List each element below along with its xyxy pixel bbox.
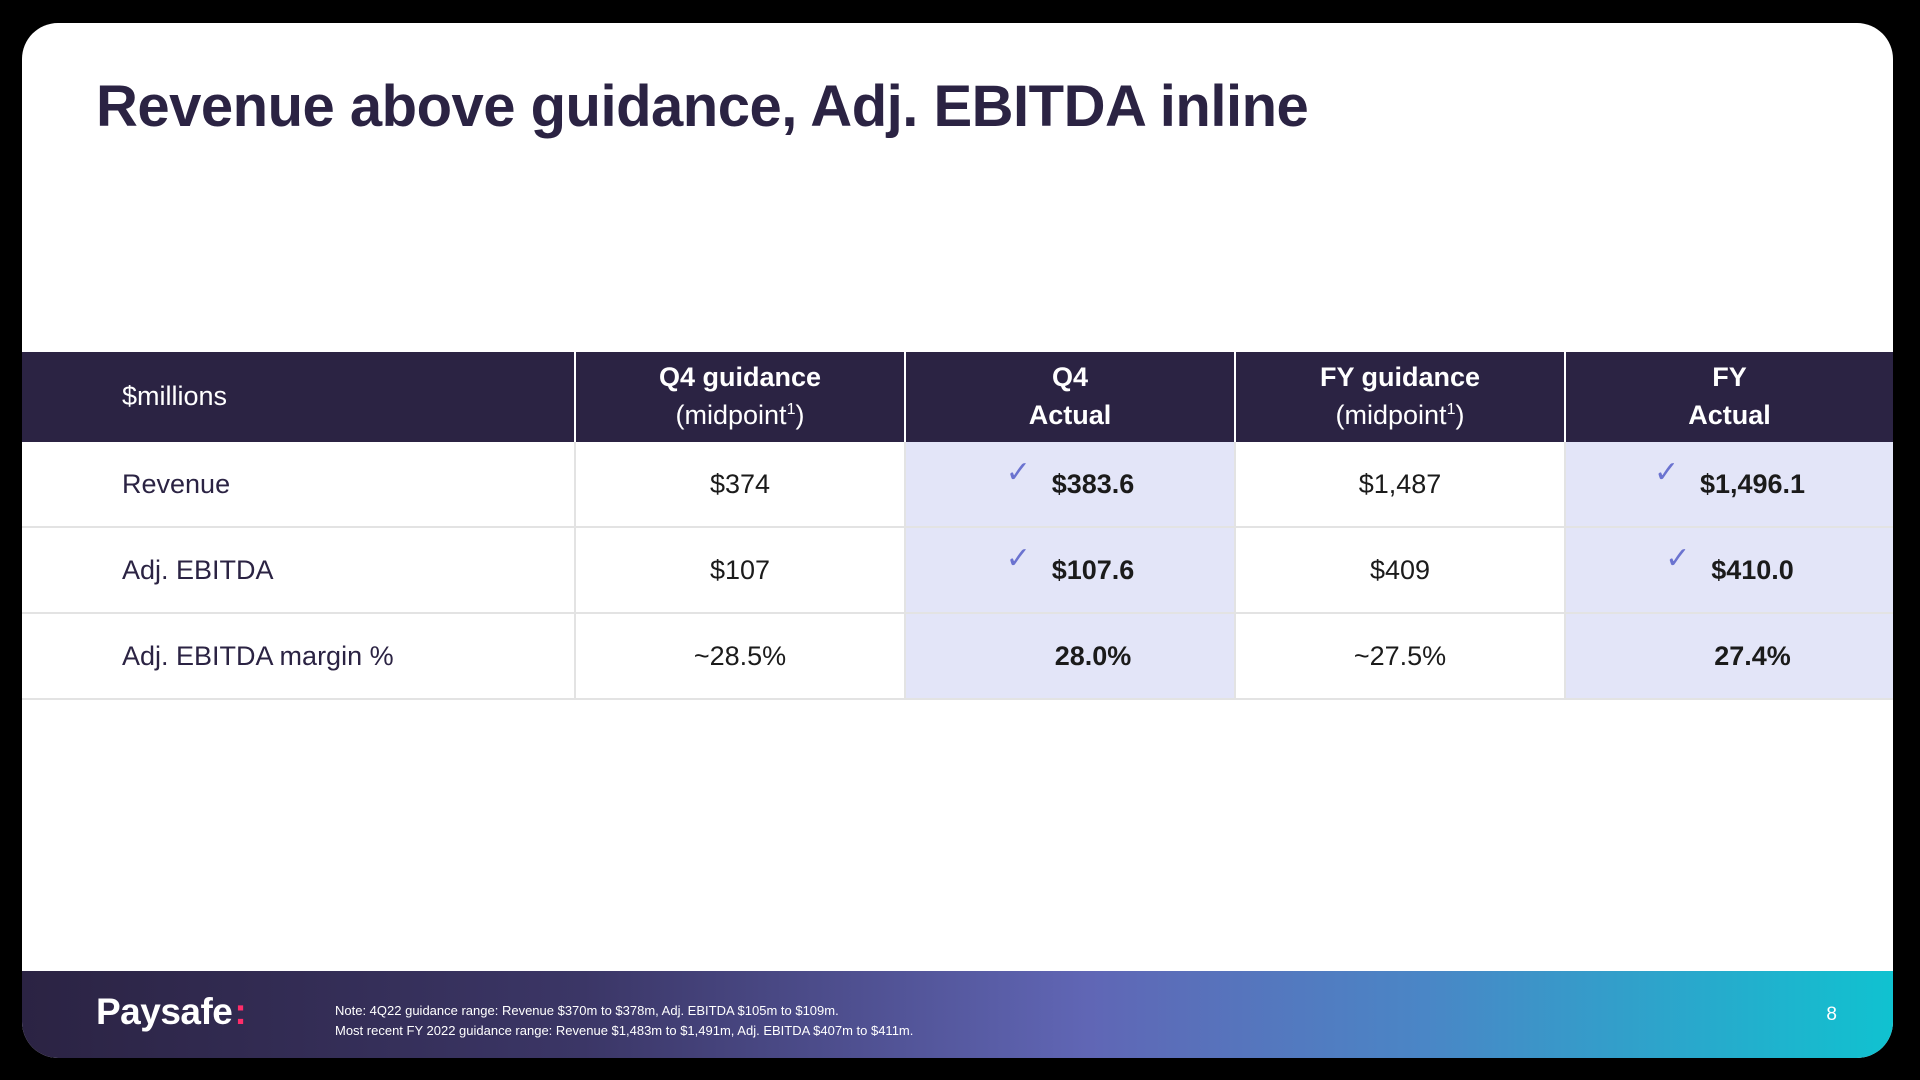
header-fy-guidance-footnote: 1 [1446, 401, 1456, 418]
fy-actual-value: $1,496.1 [1699, 468, 1806, 499]
q4-actual-cell: ✓ $107.6 [904, 527, 1235, 614]
fy-actual-value: $410.0 [1711, 554, 1794, 585]
table-row: Revenue $374 ✓ $383.6 $1,487 ✓ $1,496.1 [22, 442, 1893, 528]
header-q4-actual-title: Q4 [1051, 362, 1089, 393]
table-row: Adj. EBITDA $107 ✓ $107.6 $409 ✓ $410.0 [22, 527, 1893, 614]
q4-guidance-cell: ~28.5% [574, 613, 905, 700]
slide-title: Revenue above guidance, Adj. EBITDA inli… [96, 74, 1309, 139]
q4-actual-value: $107.6 [1051, 554, 1135, 585]
row-label: Adj. EBITDA margin % [22, 613, 575, 700]
footnote-line-1: Note: 4Q22 guidance range: Revenue $370m… [335, 1003, 839, 1018]
fy-actual-cell: ✓ $410.0 [1564, 527, 1893, 614]
header-millions-label: $millions [122, 381, 228, 412]
footer-bar: Paysafe: Note: 4Q22 guidance range: Reve… [22, 971, 1893, 1058]
header-millions: $millions [22, 352, 575, 442]
footnotes: Note: 4Q22 guidance range: Revenue $370m… [335, 1001, 913, 1041]
logo-wordmark: Paysafe [96, 991, 233, 1032]
footnote-line-2: Most recent FY 2022 guidance range: Reve… [335, 1023, 914, 1038]
header-fy-actual-subtitle: Actual [1688, 400, 1771, 430]
header-fy-actual: FY Actual [1564, 352, 1893, 442]
checkmark-icon: ✓ [1005, 541, 1031, 575]
q4-actual-cell: ✓ $383.6 [904, 442, 1235, 528]
q4-actual-value: $383.6 [1051, 468, 1135, 499]
header-q4-guidance-subtitle-text: (midpoint [675, 400, 787, 430]
header-q4-guidance-footnote: 1 [786, 401, 796, 418]
header-q4-actual-subtitle: Actual [1028, 400, 1112, 430]
table-header-row: $millions Q4 guidance (midpoint1) Q4 Act… [22, 352, 1893, 442]
fy-actual-value-wrap: 27.4% [1668, 641, 1791, 672]
checkmark-icon: ✓ [1005, 455, 1031, 489]
fy-guidance-cell: $409 [1234, 527, 1565, 614]
q4-actual-value-wrap: ✓ $107.6 [1006, 542, 1135, 586]
header-fy-guidance: FY guidance (midpoint1) [1234, 352, 1565, 442]
header-q4-guidance-title: Q4 guidance [658, 362, 822, 393]
row-label: Adj. EBITDA [22, 527, 575, 614]
header-fy-guidance-subtitle-text: (midpoint [1335, 400, 1447, 430]
fy-actual-cell: 27.4% [1564, 613, 1893, 700]
header-q4-actual: Q4 Actual [904, 352, 1235, 442]
header-fy-guidance-title: FY guidance [1319, 362, 1481, 393]
slide: Revenue above guidance, Adj. EBITDA inli… [22, 23, 1893, 1058]
q4-actual-cell: 28.0% [904, 613, 1235, 700]
header-q4-guidance-subtitle: (midpoint1) [576, 397, 904, 435]
table-row: Adj. EBITDA margin % ~28.5% 28.0% ~27.5%… [22, 613, 1893, 700]
fy-actual-cell: ✓ $1,496.1 [1564, 442, 1893, 528]
fy-actual-value-wrap: ✓ $410.0 [1665, 542, 1794, 586]
header-fy-actual-title: FY [1712, 362, 1747, 393]
header-q4-guidance-close: ) [795, 400, 805, 430]
row-label: Revenue [22, 442, 575, 528]
logo-colon: : [234, 991, 247, 1032]
q4-actual-value-wrap: 28.0% [1009, 641, 1132, 672]
page-number: 8 [1826, 1004, 1837, 1025]
paysafe-logo: Paysafe: [96, 991, 247, 1033]
q4-actual-value-wrap: ✓ $383.6 [1006, 456, 1135, 500]
header-fy-guidance-subtitle: (midpoint1) [1236, 397, 1564, 435]
checkmark-icon: ✓ [1665, 541, 1691, 575]
fy-actual-value-wrap: ✓ $1,496.1 [1654, 456, 1806, 500]
fy-guidance-cell: $1,487 [1234, 442, 1565, 528]
fy-actual-value: 27.4% [1714, 640, 1791, 671]
q4-actual-value: 28.0% [1054, 640, 1132, 671]
guidance-table: $millions Q4 guidance (midpoint1) Q4 Act… [22, 352, 1893, 700]
header-q4-guidance: Q4 guidance (midpoint1) [574, 352, 905, 442]
checkmark-icon: ✓ [1653, 455, 1680, 489]
q4-guidance-cell: $107 [574, 527, 905, 614]
fy-guidance-cell: ~27.5% [1234, 613, 1565, 700]
header-fy-guidance-close: ) [1455, 400, 1465, 430]
q4-guidance-cell: $374 [574, 442, 905, 528]
